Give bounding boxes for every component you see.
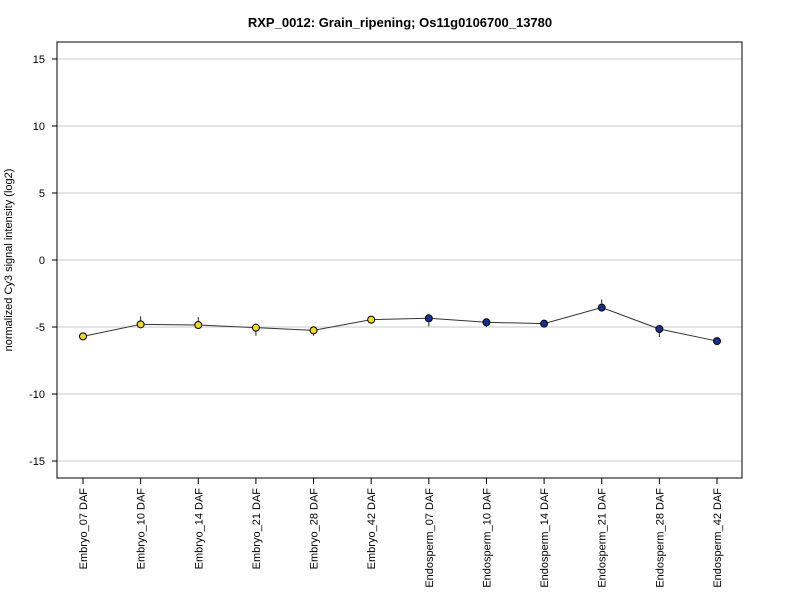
data-point	[482, 318, 491, 327]
x-tick-label: Embryo_21 DAF	[251, 488, 263, 570]
plot-frame	[56, 41, 743, 479]
data-point	[424, 314, 433, 323]
x-tick-label: Endosperm_42 DAF	[712, 488, 724, 588]
gridlines	[57, 58, 742, 462]
x-tick-label: Embryo_14 DAF	[193, 488, 205, 570]
data-point	[367, 315, 376, 324]
x-tick-label: Endosperm_10 DAF	[481, 488, 493, 588]
series-path	[82, 307, 718, 342]
y-axis: 15 10 5 0 -5 -10 -15	[29, 54, 57, 468]
data-point	[655, 325, 664, 334]
y-tick-label: -10	[29, 389, 45, 401]
y-tick-label: -5	[35, 322, 45, 334]
y-tick-label: -15	[29, 456, 45, 468]
data-point	[79, 332, 87, 341]
data-point	[309, 326, 318, 335]
series-line	[79, 299, 721, 346]
x-tick-label: Embryo_42 DAF	[366, 488, 378, 570]
data-point	[194, 320, 203, 329]
data-point	[136, 320, 145, 329]
x-tick-label: Endosperm_07 DAF	[424, 488, 436, 588]
x-tick-label: Embryo_10 DAF	[136, 488, 148, 570]
x-tick-label: Endosperm_28 DAF	[654, 488, 666, 588]
y-tick-label: 15	[33, 54, 45, 66]
y-tick-label: 10	[33, 121, 45, 133]
x-tick-label: Endosperm_14 DAF	[539, 488, 551, 588]
x-tick-label: Embryo_28 DAF	[309, 488, 321, 570]
y-axis-label: normalized Cy3 signal intensity (log2)	[3, 169, 15, 352]
y-tick-label: 0	[39, 255, 45, 267]
x-tick-label: Embryo_07 DAF	[78, 488, 90, 570]
chart-title: RXP_0012: Grain_ripening; Os11g0106700_1…	[248, 15, 552, 30]
data-point	[713, 337, 721, 346]
y-tick-label: 5	[39, 188, 45, 200]
data-point	[540, 319, 549, 328]
x-axis: Embryo_07 DAF Embryo_10 DAF Embryo_14 DAF E…	[78, 478, 724, 588]
data-point	[251, 323, 260, 332]
data-point	[597, 303, 606, 312]
x-tick-label: Endosperm_21 DAF	[597, 488, 609, 588]
